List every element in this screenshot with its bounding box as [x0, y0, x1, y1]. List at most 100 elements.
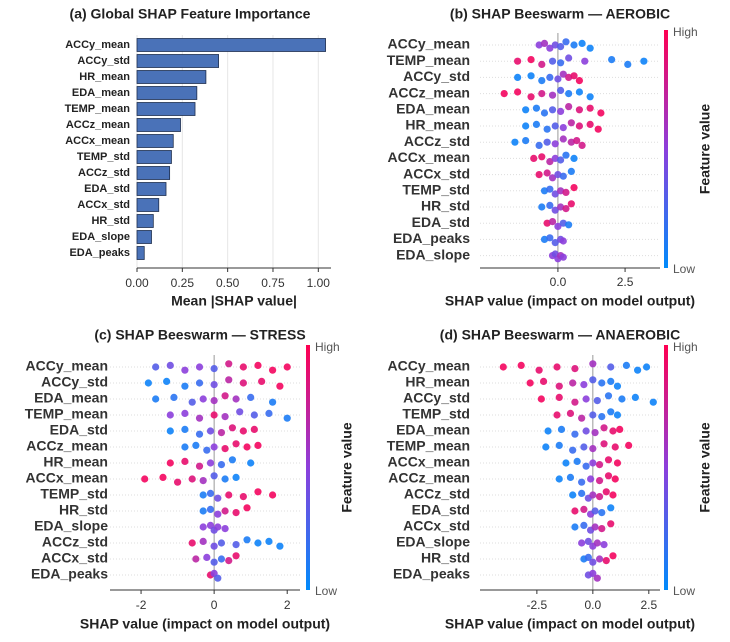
dot	[250, 411, 258, 419]
dot	[221, 507, 229, 515]
dot	[586, 44, 594, 52]
dot	[625, 441, 633, 449]
dot	[613, 382, 622, 390]
dot	[522, 106, 530, 114]
y-tick-label: ACCz_mean	[26, 438, 108, 454]
y-tick-label: ACCz_mean	[388, 470, 470, 486]
x-tick-label: 0.0	[550, 275, 567, 289]
dot	[247, 393, 255, 401]
dot	[199, 395, 207, 403]
dot	[578, 478, 586, 486]
dot	[538, 90, 546, 98]
dot	[589, 360, 597, 368]
dot	[214, 574, 222, 582]
y-tick-label: ACCz_mean	[66, 119, 130, 131]
x-tick-label: 0.0	[584, 598, 601, 612]
dot	[586, 93, 594, 101]
dot	[556, 107, 565, 115]
dot	[580, 505, 588, 513]
dot	[600, 541, 608, 549]
dot	[540, 109, 549, 117]
dot	[170, 393, 178, 401]
dot	[228, 424, 237, 432]
colorbar-label: Feature value	[697, 104, 713, 194]
y-tick-label: EDA_mean	[72, 87, 130, 99]
dot	[556, 59, 565, 67]
dot	[546, 73, 554, 81]
bar	[136, 182, 167, 196]
dot	[540, 39, 549, 48]
dot	[538, 77, 546, 85]
dot	[559, 70, 567, 78]
y-tick-label: HR_mean	[405, 117, 470, 133]
y-tick-label: ACCx_std	[41, 550, 108, 566]
dot	[582, 462, 590, 470]
dot	[239, 363, 247, 371]
dot	[232, 541, 240, 549]
dot	[232, 395, 240, 403]
y-tick-label: HR_std	[59, 502, 108, 518]
dot	[551, 206, 559, 214]
dot	[530, 154, 538, 162]
dot	[546, 158, 554, 166]
dot	[551, 140, 559, 148]
dot	[548, 106, 557, 114]
dot	[567, 200, 575, 208]
y-tick-label: TEMP_std	[402, 406, 470, 422]
dot	[589, 445, 597, 453]
y-tick-label: EDA_mean	[34, 390, 108, 406]
x-tick-label: 0	[211, 598, 218, 612]
y-tick-label: TEMP_mean	[65, 103, 131, 115]
dot	[546, 44, 554, 52]
dot	[258, 377, 266, 385]
dot	[181, 443, 189, 451]
y-tick-label: TEMP_std	[40, 486, 108, 502]
dot	[580, 443, 588, 451]
dot	[181, 425, 189, 433]
dot	[578, 539, 586, 547]
dot	[584, 537, 592, 546]
dot	[598, 379, 606, 387]
dot	[522, 122, 530, 130]
dot	[555, 475, 563, 483]
dot	[166, 361, 174, 369]
dot	[192, 441, 200, 449]
dot	[188, 539, 196, 547]
dot	[569, 491, 577, 499]
dot	[239, 493, 247, 501]
dot	[607, 408, 615, 416]
dot	[595, 461, 604, 469]
dot	[589, 376, 597, 384]
bar	[136, 246, 145, 260]
y-tick-label: ACCz_std	[404, 486, 470, 502]
dot	[181, 366, 189, 374]
dot	[514, 88, 522, 96]
dot	[555, 393, 563, 401]
dot	[199, 507, 207, 515]
y-tick-label: ACCx_mean	[26, 470, 108, 486]
dot	[555, 382, 563, 390]
dot	[283, 363, 291, 371]
y-tick-label: ACCx_std	[403, 518, 470, 534]
dot	[232, 473, 240, 481]
y-tick-label: HR_std	[421, 198, 470, 214]
dot	[225, 491, 233, 499]
dot	[570, 72, 578, 80]
dot	[573, 137, 581, 145]
y-tick-label: ACCx_std	[77, 199, 130, 211]
dot	[607, 363, 615, 371]
y-tick-label: EDA_slope	[34, 518, 108, 534]
dot	[631, 393, 639, 401]
dot	[243, 536, 251, 544]
x-tick-label: 0.00	[125, 276, 149, 290]
dot	[557, 425, 566, 433]
dot	[283, 414, 291, 422]
x-tick-label: 2.5	[617, 275, 634, 289]
y-tick-label: ACCy_mean	[388, 358, 470, 374]
colorbar-label: Feature value	[339, 422, 355, 512]
dot	[578, 141, 586, 149]
dot	[591, 429, 599, 437]
dot	[526, 379, 534, 387]
dot	[559, 237, 567, 245]
dot	[613, 459, 622, 467]
